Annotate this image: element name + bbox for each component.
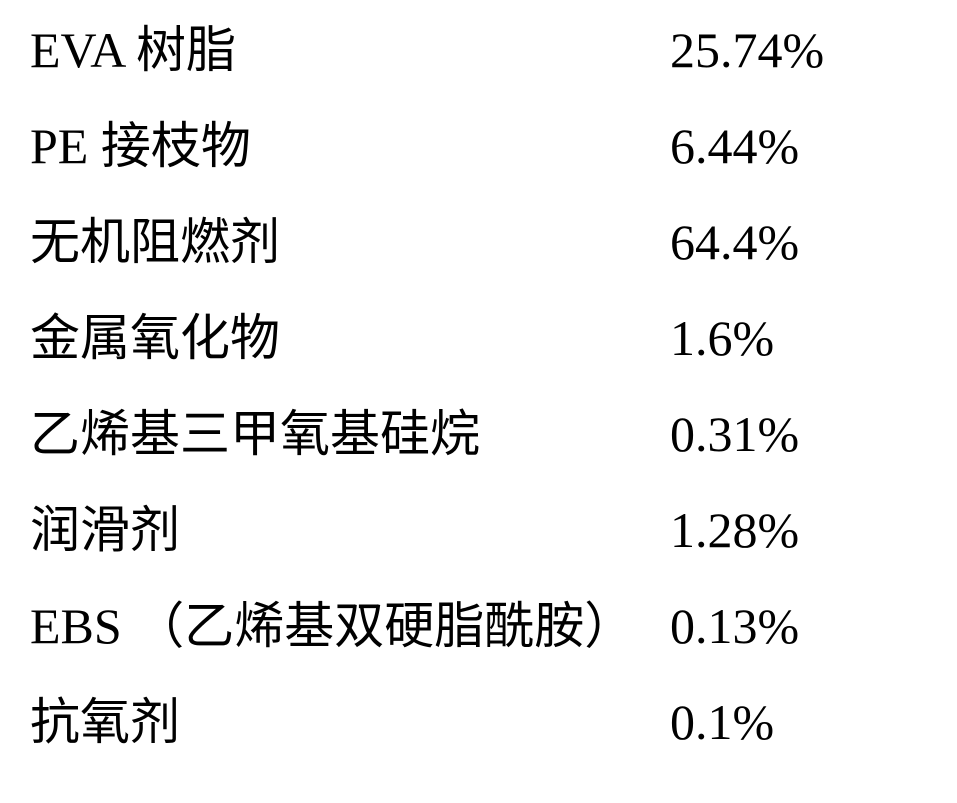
row-value: 1.6% xyxy=(670,308,774,368)
table-row: EVA 树脂 25.74% xyxy=(30,20,927,80)
table-row: 抗氧剂 0.1% xyxy=(30,692,927,752)
row-label: 无机阻燃剂 xyxy=(30,212,670,272)
table-row: PE 接枝物 6.44% xyxy=(30,116,927,176)
row-value: 64.4% xyxy=(670,212,799,272)
row-label: 乙烯基三甲氧基硅烷 xyxy=(30,404,670,464)
row-label: 润滑剂 xyxy=(30,500,670,560)
row-value: 1.28% xyxy=(670,500,799,560)
row-label: 抗氧剂 xyxy=(30,692,670,752)
row-label: 金属氧化物 xyxy=(30,308,670,368)
row-value: 0.31% xyxy=(670,404,799,464)
row-label: EBS （乙烯基双硬脂酰胺） xyxy=(30,596,670,656)
row-value: 0.13% xyxy=(670,596,799,656)
row-value: 6.44% xyxy=(670,116,799,176)
table-row: 金属氧化物 1.6% xyxy=(30,308,927,368)
table-row: 乙烯基三甲氧基硅烷 0.31% xyxy=(30,404,927,464)
table-row: 润滑剂 1.28% xyxy=(30,500,927,560)
row-label: PE 接枝物 xyxy=(30,116,670,176)
table-row: EBS （乙烯基双硬脂酰胺） 0.13% xyxy=(30,596,927,656)
row-value: 25.74% xyxy=(670,20,824,80)
table-row: 无机阻燃剂 64.4% xyxy=(30,212,927,272)
row-value: 0.1% xyxy=(670,692,774,752)
composition-table: EVA 树脂 25.74% PE 接枝物 6.44% 无机阻燃剂 64.4% 金… xyxy=(30,20,927,752)
row-label: EVA 树脂 xyxy=(30,20,670,80)
